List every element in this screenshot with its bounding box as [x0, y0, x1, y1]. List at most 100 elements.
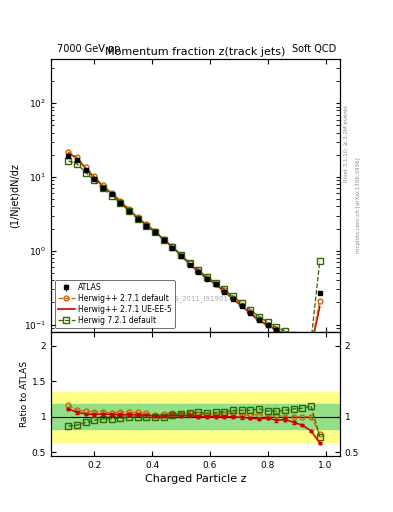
Herwig++ 2.7.1 UE-EE-5 — [291, 337, 296, 343]
Herwig++ 2.7.1 UE-EE-5 — [179, 252, 184, 259]
Herwig++ 2.7.1 default — [170, 243, 175, 249]
Herwig++ 2.7.1 UE-EE-5 — [248, 310, 253, 316]
Herwig++ 2.7.1 default — [239, 302, 244, 308]
Herwig++ 2.7.1 default — [83, 164, 88, 170]
Herwig++ 2.7.1 default — [231, 295, 235, 301]
Herwig++ 2.7.1 default — [179, 252, 184, 258]
Text: mcplots.cern.ch [arXiv:1306.3436]: mcplots.cern.ch [arXiv:1306.3436] — [356, 157, 361, 252]
Bar — [51, 392, 340, 441]
Herwig++ 2.7.1 default — [291, 335, 296, 342]
Herwig 7.2.1 default — [127, 208, 131, 214]
Herwig 7.2.1 default — [101, 185, 105, 191]
Line: Herwig 7.2.1 default: Herwig 7.2.1 default — [65, 158, 323, 344]
Y-axis label: Ratio to ATLAS: Ratio to ATLAS — [20, 360, 29, 426]
Herwig 7.2.1 default — [75, 161, 79, 167]
Herwig++ 2.7.1 default — [265, 322, 270, 328]
Herwig++ 2.7.1 default — [205, 275, 209, 281]
Herwig 7.2.1 default — [170, 244, 175, 250]
Herwig++ 2.7.1 default — [274, 326, 279, 332]
Herwig 7.2.1 default — [66, 158, 71, 164]
Herwig++ 2.7.1 UE-EE-5 — [309, 344, 314, 350]
Herwig++ 2.7.1 default — [135, 214, 140, 220]
Herwig 7.2.1 default — [239, 300, 244, 306]
Title: Momentum fraction z(track jets): Momentum fraction z(track jets) — [105, 47, 286, 57]
Line: Herwig++ 2.7.1 default: Herwig++ 2.7.1 default — [66, 150, 322, 348]
Herwig++ 2.7.1 default — [66, 148, 71, 155]
Herwig 7.2.1 default — [222, 286, 227, 292]
Herwig++ 2.7.1 UE-EE-5 — [196, 269, 201, 275]
Herwig 7.2.1 default — [144, 223, 149, 229]
Herwig++ 2.7.1 UE-EE-5 — [118, 199, 123, 205]
Herwig 7.2.1 default — [283, 328, 287, 334]
Text: Rivet 3.1.10; ≥ 3.2M events: Rivet 3.1.10; ≥ 3.2M events — [344, 105, 349, 182]
Herwig 7.2.1 default — [83, 169, 88, 176]
Herwig 7.2.1 default — [231, 293, 235, 300]
Herwig++ 2.7.1 default — [248, 309, 253, 315]
Herwig++ 2.7.1 UE-EE-5 — [101, 183, 105, 189]
Herwig++ 2.7.1 UE-EE-5 — [127, 207, 131, 213]
Herwig++ 2.7.1 UE-EE-5 — [162, 237, 166, 243]
Herwig++ 2.7.1 default — [101, 182, 105, 188]
Herwig 7.2.1 default — [265, 319, 270, 325]
Herwig++ 2.7.1 UE-EE-5 — [213, 281, 218, 287]
Herwig++ 2.7.1 default — [127, 206, 131, 212]
Bar — [51, 404, 340, 430]
Herwig++ 2.7.1 default — [309, 343, 314, 349]
Herwig 7.2.1 default — [109, 193, 114, 199]
Herwig++ 2.7.1 default — [109, 190, 114, 196]
Herwig++ 2.7.1 UE-EE-5 — [205, 275, 209, 282]
Herwig 7.2.1 default — [118, 200, 123, 206]
Herwig++ 2.7.1 UE-EE-5 — [222, 288, 227, 294]
Herwig++ 2.7.1 UE-EE-5 — [135, 215, 140, 221]
Herwig++ 2.7.1 UE-EE-5 — [83, 165, 88, 172]
Herwig++ 2.7.1 UE-EE-5 — [75, 155, 79, 161]
Line: Herwig++ 2.7.1 UE-EE-5: Herwig++ 2.7.1 UE-EE-5 — [68, 153, 320, 347]
Herwig++ 2.7.1 default — [318, 297, 322, 304]
Herwig++ 2.7.1 UE-EE-5 — [239, 303, 244, 309]
Text: Soft QCD: Soft QCD — [292, 44, 336, 54]
Herwig 7.2.1 default — [213, 280, 218, 286]
Herwig++ 2.7.1 UE-EE-5 — [318, 304, 322, 310]
Herwig++ 2.7.1 default — [283, 331, 287, 337]
Herwig++ 2.7.1 UE-EE-5 — [66, 150, 71, 156]
Herwig 7.2.1 default — [291, 332, 296, 338]
Herwig 7.2.1 default — [162, 237, 166, 243]
Herwig 7.2.1 default — [309, 338, 314, 344]
Herwig 7.2.1 default — [92, 177, 97, 183]
Herwig++ 2.7.1 UE-EE-5 — [144, 222, 149, 228]
Y-axis label: (1/Njet)dN/dz: (1/Njet)dN/dz — [10, 163, 20, 228]
Herwig++ 2.7.1 UE-EE-5 — [170, 244, 175, 250]
Herwig++ 2.7.1 default — [187, 260, 192, 266]
Herwig++ 2.7.1 UE-EE-5 — [300, 340, 305, 347]
Herwig++ 2.7.1 default — [196, 267, 201, 273]
Herwig 7.2.1 default — [248, 307, 253, 313]
Herwig++ 2.7.1 UE-EE-5 — [231, 296, 235, 303]
Herwig 7.2.1 default — [300, 335, 305, 342]
Text: ATLAS_2011_I919017: ATLAS_2011_I919017 — [158, 295, 233, 302]
Herwig++ 2.7.1 default — [257, 316, 261, 322]
Legend: ATLAS, Herwig++ 2.7.1 default, Herwig++ 2.7.1 UE-EE-5, Herwig 7.2.1 default: ATLAS, Herwig++ 2.7.1 default, Herwig++ … — [55, 280, 174, 328]
Herwig++ 2.7.1 UE-EE-5 — [153, 228, 158, 234]
Herwig 7.2.1 default — [153, 229, 158, 236]
Herwig++ 2.7.1 default — [144, 221, 149, 227]
Herwig 7.2.1 default — [135, 216, 140, 222]
Herwig++ 2.7.1 UE-EE-5 — [257, 318, 261, 324]
Herwig++ 2.7.1 default — [222, 287, 227, 293]
Herwig++ 2.7.1 default — [162, 236, 166, 242]
Herwig++ 2.7.1 default — [213, 281, 218, 287]
Herwig 7.2.1 default — [318, 258, 322, 264]
Text: 7000 GeV pp: 7000 GeV pp — [57, 44, 121, 54]
X-axis label: Charged Particle z: Charged Particle z — [145, 474, 246, 484]
Herwig 7.2.1 default — [179, 252, 184, 258]
Herwig 7.2.1 default — [196, 267, 201, 273]
Herwig 7.2.1 default — [257, 313, 261, 319]
Herwig++ 2.7.1 UE-EE-5 — [274, 327, 279, 333]
Herwig 7.2.1 default — [187, 260, 192, 266]
Herwig++ 2.7.1 UE-EE-5 — [92, 175, 97, 181]
Herwig++ 2.7.1 UE-EE-5 — [109, 190, 114, 197]
Herwig++ 2.7.1 default — [118, 198, 123, 204]
Herwig++ 2.7.1 default — [92, 174, 97, 180]
Herwig++ 2.7.1 UE-EE-5 — [187, 261, 192, 267]
Herwig 7.2.1 default — [205, 274, 209, 280]
Herwig++ 2.7.1 default — [153, 228, 158, 234]
